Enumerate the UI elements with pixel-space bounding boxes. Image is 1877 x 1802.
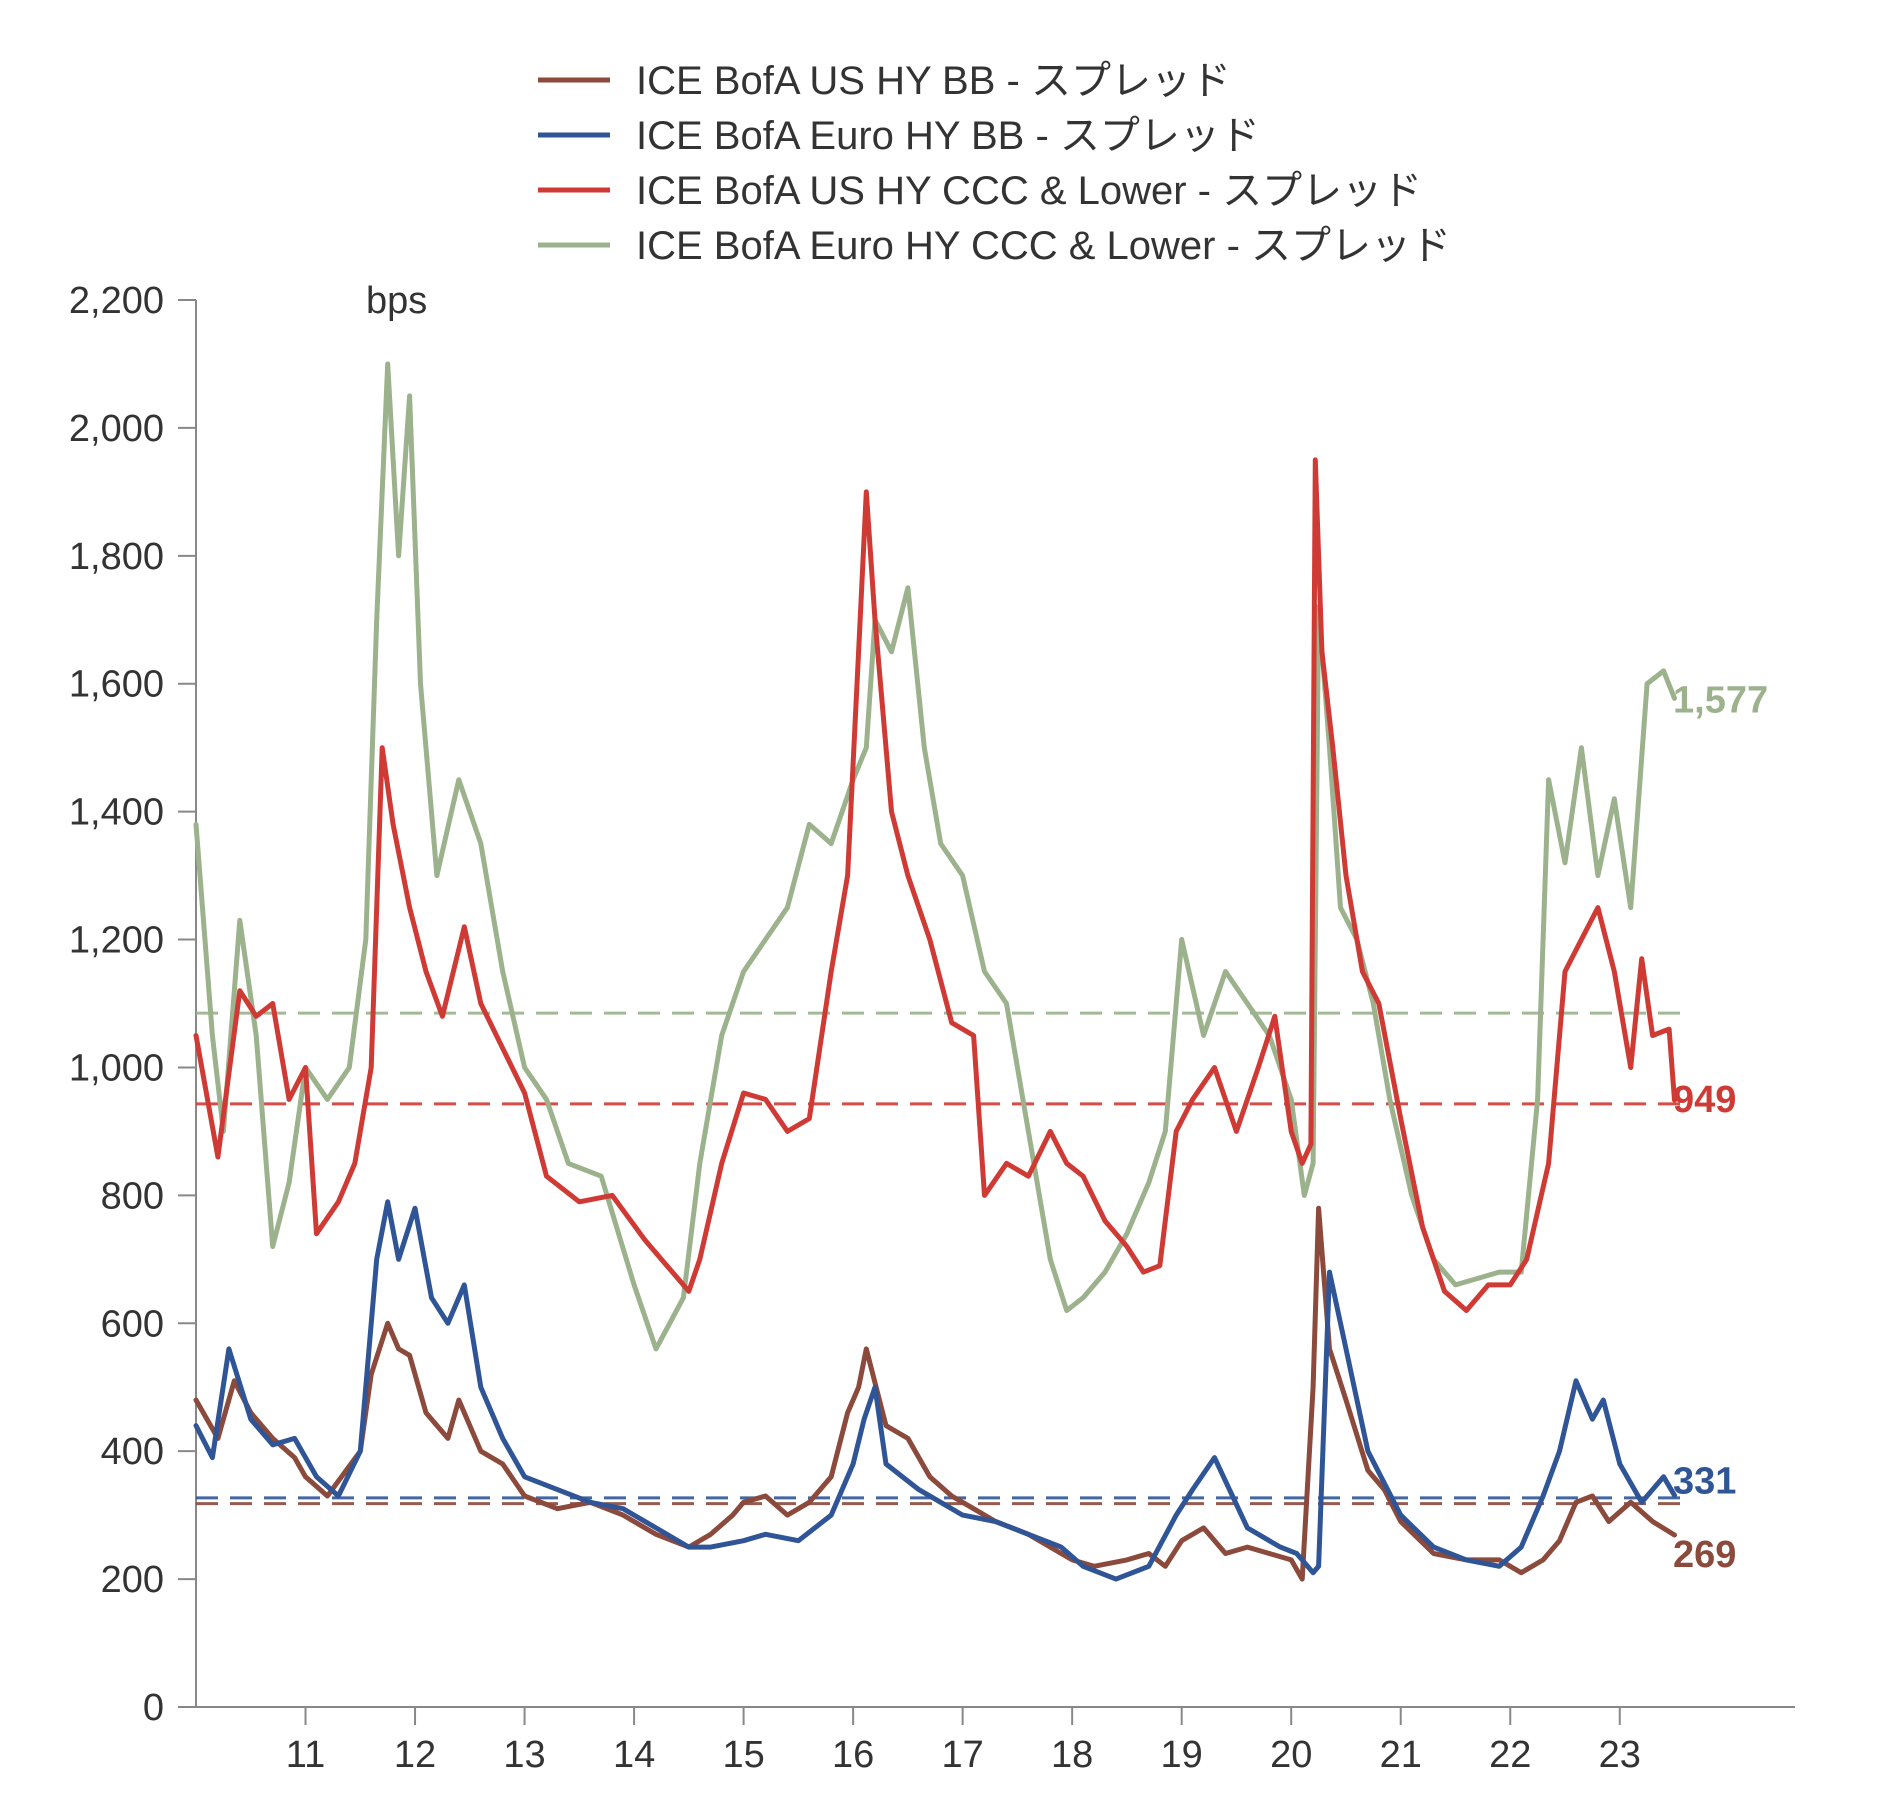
series-line [193,1205,1677,1582]
end-value-label: 269 [1673,1534,1736,1576]
axes: 0 200 400 600 800 1,000 1,200 1,400 1,600 1,800 2,… [69,280,1795,1776]
y-tick-label: 400 [101,1431,164,1473]
legend-entry: ICE BofA Euro HY BB - スプレッド [636,114,1260,158]
x-tick-label: 13 [503,1734,545,1776]
y-tick-label: 2,200 [69,280,164,322]
end-value-label: 1,577 [1673,679,1768,721]
x-tick-label: 19 [1161,1734,1203,1776]
end-value-label: 331 [1673,1460,1736,1502]
x-tick-label: 23 [1599,1734,1641,1776]
x-tick-label: 11 [286,1734,325,1776]
x-tick-label: 16 [832,1734,874,1776]
y-tick-label: 600 [101,1303,164,1345]
y-tick-label: 800 [101,1175,164,1217]
y-tick-label: 1,000 [69,1047,164,1089]
y-tick-label: 200 [101,1559,164,1601]
legend-entry: ICE BofA US HY BB - スプレッド [636,59,1231,103]
y-tick-label: 1,400 [69,792,164,834]
legend: ICE BofA US HY BB - スプレッド ICE BofA Euro H… [538,59,1451,268]
end-labels: 269 331 949 1,577 [1673,679,1768,1576]
legend-entry: ICE BofA US HY CCC & Lower - スプレッド [636,169,1422,213]
x-tick-label: 17 [942,1734,984,1776]
x-tick-label: 22 [1489,1734,1531,1776]
series-line [193,361,1677,1352]
x-tick-label: 21 [1380,1734,1422,1776]
average-lines [196,1011,1681,1506]
y-tick-label: 1,800 [69,536,164,578]
x-tick-label: 14 [613,1734,655,1776]
y-tick-label: 0 [143,1687,164,1729]
series-line [193,1199,1677,1582]
y-axis-unit-label: bps [366,280,427,322]
series-lines [193,361,1677,1582]
end-value-label: 949 [1673,1079,1736,1121]
x-tick-label: 12 [394,1734,436,1776]
y-tick-label: 1,600 [69,664,164,706]
x-tick-label: 20 [1270,1734,1312,1776]
y-tick-label: 2,000 [69,408,164,450]
legend-entry: ICE BofA Euro HY CCC & Lower - スプレッド [636,224,1451,268]
series-line [193,457,1677,1313]
x-tick-label: 18 [1051,1734,1093,1776]
y-tick-label: 1,200 [69,920,164,962]
x-tick-label: 15 [722,1734,764,1776]
